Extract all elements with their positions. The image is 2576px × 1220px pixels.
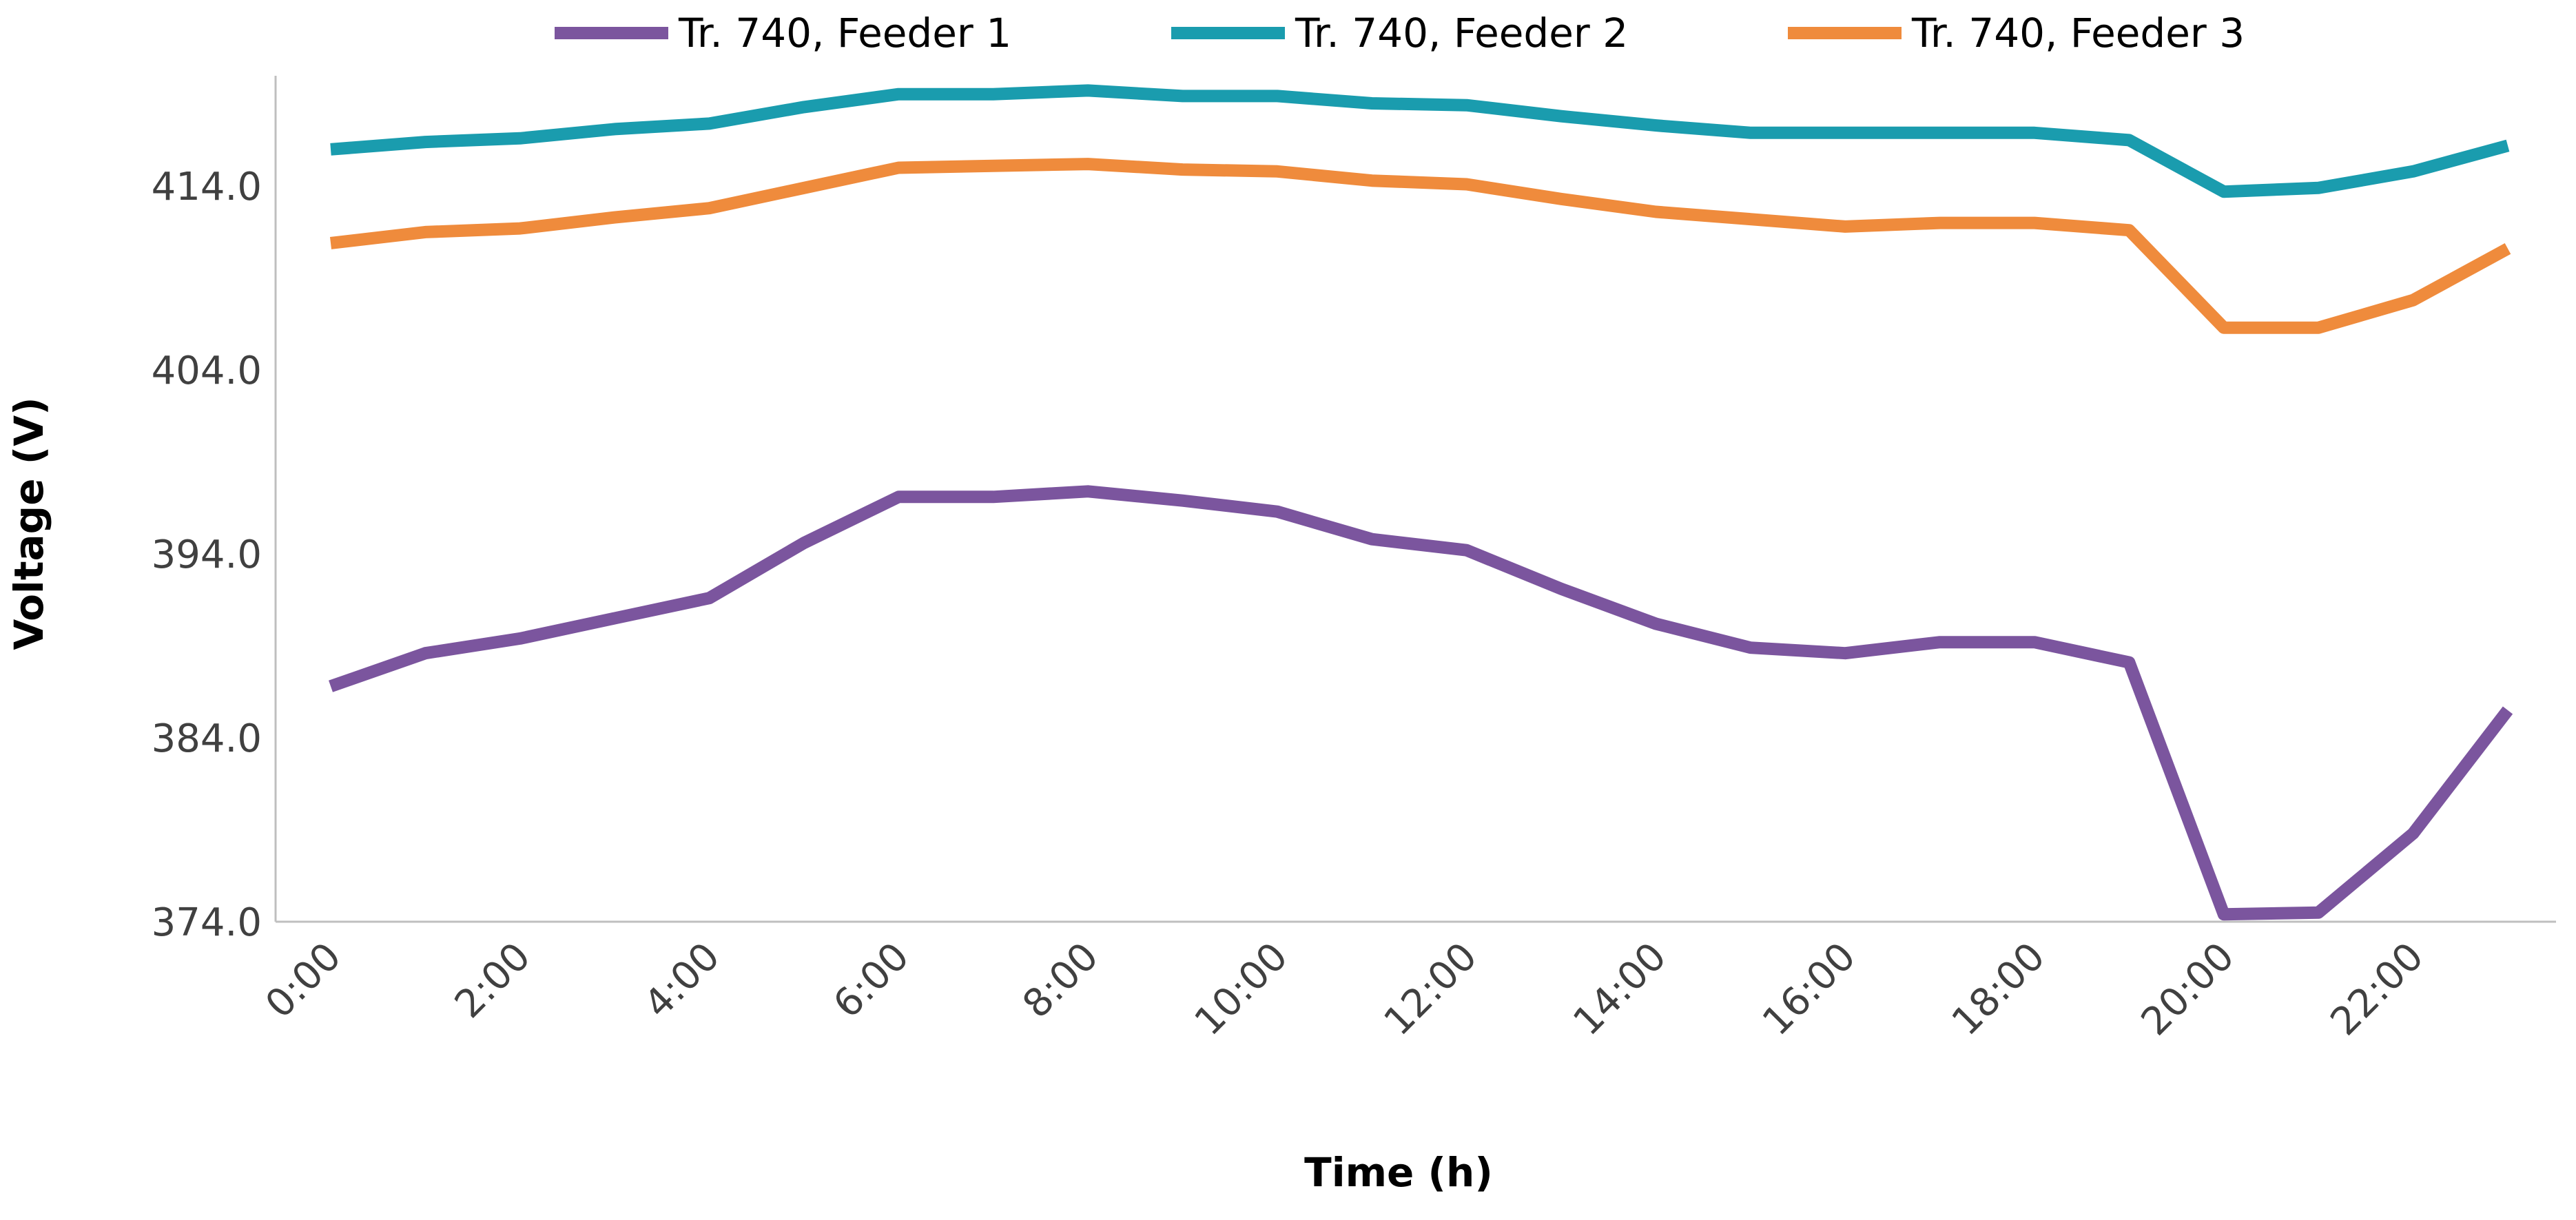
x-tick-label: 16:00 — [1754, 934, 1864, 1044]
x-tick-label: 2:00 — [446, 934, 539, 1027]
x-tick-label: 12:00 — [1376, 934, 1486, 1044]
legend-label-feeder-2: Tr. 740, Feeder 2 — [1295, 10, 1628, 56]
series-line-feeder-2 — [330, 84, 2510, 198]
y-tick-label: 414.0 — [152, 165, 262, 209]
legend: Tr. 740, Feeder 1 Tr. 740, Feeder 2 Tr. 74… — [555, 10, 2245, 56]
legend-label-feeder-1: Tr. 740, Feeder 1 — [678, 10, 1011, 56]
legend-label-feeder-3: Tr. 740, Feeder 3 — [1911, 10, 2245, 56]
y-axis-title: Voltage (V) — [6, 397, 52, 650]
x-tick-label: 18:00 — [1944, 934, 2054, 1044]
y-tick-label: 394.0 — [152, 533, 262, 577]
x-tick-label: 8:00 — [1014, 934, 1107, 1027]
x-tick-label: 22:00 — [2322, 934, 2432, 1044]
x-tick-label: 4:00 — [636, 934, 729, 1027]
series-line-feeder-1 — [329, 485, 2513, 921]
y-tick-label: 404.0 — [152, 349, 262, 393]
x-tick-label: 14:00 — [1565, 934, 1675, 1044]
y-tick-label: 374.0 — [152, 900, 262, 945]
x-tick-label: 20:00 — [2133, 934, 2243, 1044]
series-line-feeder-3 — [329, 158, 2511, 334]
x-tick-label: 0:00 — [257, 934, 350, 1027]
x-axis-title: Time (h) — [1304, 1149, 1493, 1196]
x-axis: 0:00 2:00 4:00 6:00 8:00 10:00 12:00 14:00 16:00… — [257, 920, 2556, 1044]
x-tick-label: 10:00 — [1186, 934, 1297, 1044]
y-tick-label: 384.0 — [152, 716, 262, 761]
plot-lines — [329, 84, 2513, 921]
x-tick-label: 6:00 — [825, 934, 918, 1027]
y-axis: 374.0 384.0 394.0 404.0 414.0 — [152, 76, 277, 945]
